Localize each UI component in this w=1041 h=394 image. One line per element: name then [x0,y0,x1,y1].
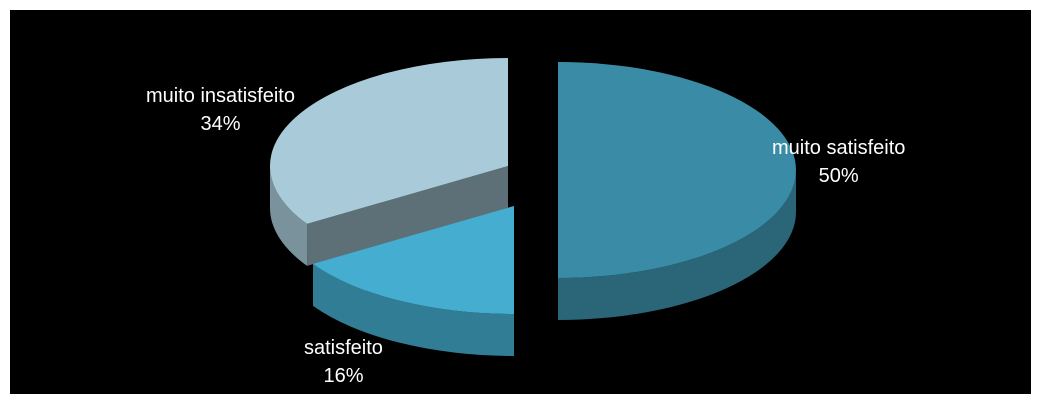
label-satisfeito-value: 16% [323,365,364,387]
chart-area: muito satisfeito 50% satisfeito 16% muit… [10,10,1031,394]
label-muito-insatisfeito: muito insatisfeito 34% [146,82,295,138]
pie-slice-satisfeito [313,206,514,314]
label-muito-satisfeito-value: 50% [818,165,859,187]
pie-slice-muito-insatisfeito [270,58,508,224]
pie-wall-satisfeito [313,263,514,356]
pie-cut-face-muito-insatisfeito [307,166,508,266]
pie-wall-muito-satisfeito [558,170,796,320]
label-muito-insatisfeito-value: 34% [200,113,241,135]
label-muito-satisfeito-name: muito satisfeito [772,137,906,159]
pie-slice-muito-satisfeito [558,62,796,278]
pie-wall-muito-insatisfeito [270,166,308,266]
pie-chart [270,58,796,356]
label-satisfeito-name: satisfeito [304,337,383,359]
label-muito-insatisfeito-name: muito insatisfeito [146,85,295,107]
label-muito-satisfeito: muito satisfeito 50% [772,134,905,190]
label-satisfeito: satisfeito 16% [304,334,383,390]
